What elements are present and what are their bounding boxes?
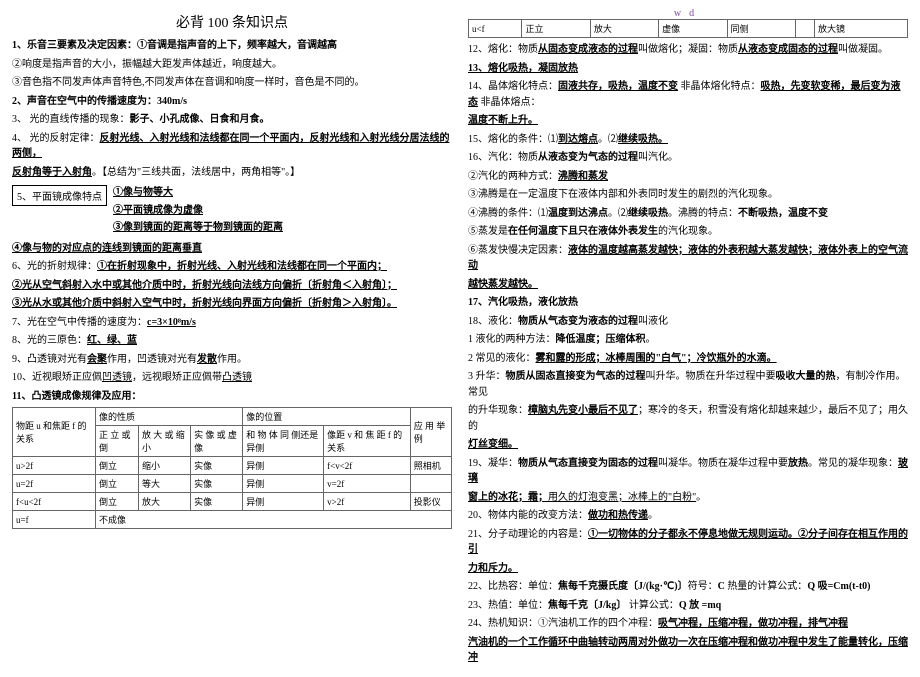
feature-block: 5、平面镜成像特点 ①像与物等大 ②平面镜成像为虚像 ③像到镜面的距离等于物到镜…	[12, 183, 452, 238]
watermark: wd	[468, 8, 908, 19]
feat: ④像与物的对应点的连线到镜面的距离垂直	[12, 243, 202, 254]
th: 应 用 举例	[410, 408, 451, 457]
feature-label: 5、平面镜成像特点	[12, 185, 107, 206]
lens-table-cont: u<f正立放大虚像同侧放大镜	[468, 19, 908, 38]
line: ②光从空气斜射入水中或其他介质中时，折射光线向法线方向偏折〔折射角＜入射角〕；	[12, 278, 452, 294]
line: 6、光的折射规律：①在折射现象中，折射光线、入射光线和法线都在同一个平面内；	[12, 259, 452, 275]
line: 20、物体内能的改变方法：做功和热传递。	[468, 508, 908, 524]
line: 越快蒸发越快。	[468, 277, 908, 293]
th: 像距 v 和 焦 距 f 的关系	[324, 426, 411, 457]
line: 汽油机的一个工作循环中曲轴转动两周对外做功一次在压缩冲程和做功冲程中发生了能量转…	[468, 635, 908, 666]
line: ②响度是指声音的大小，振幅越大距发声体越近，响度越大。	[12, 57, 452, 73]
line: 窗上的冰花；霜；用久的灯泡变黑；冰棒上的"白粉"。	[468, 490, 908, 506]
doc-title: 必背 100 条知识点	[12, 12, 452, 32]
line: ⑤蒸发是在任何温度下且只在液体外表发生的汽化现象。	[468, 224, 908, 240]
th: 实 像 或 虚 像	[191, 426, 243, 457]
line: ⑥蒸发快慢决定因素：液体的温度越高蒸发越快；液体的外表积越大蒸发越快；液体外表上…	[468, 243, 908, 274]
line: ③光从水或其他介质中斜射入空气中时，折射光线向界面方向偏折〔折射角＞入射角〕。	[12, 296, 452, 312]
feat: ②平面镜成像为虚像	[113, 205, 203, 216]
line: 9、凸透镜对光有会聚作用，凹透镜对光有发散作用。	[12, 352, 452, 368]
th: 像的位置	[243, 408, 411, 426]
line: ④沸腾的条件：⑴温度到达沸点。⑵继续吸热。沸腾的特点：不断吸热，温度不变	[468, 206, 908, 222]
line: 15、熔化的条件：⑴到达熔点。⑵继续吸热。	[468, 132, 908, 148]
th: 物距 u 和焦距 f 的关系	[13, 408, 96, 457]
right-column: wd u<f正立放大虚像同侧放大镜 12、熔化：物质从固态变成液态的过程叫做熔化…	[468, 8, 908, 669]
line: 2 常见的液化：雾和露的形成；冰棒周围的"白气"；冷饮瓶外的水滴。	[468, 351, 908, 367]
line: 12、熔化：物质从固态变成液态的过程叫做熔化；凝固：物质从液态变成固态的过程叫做…	[468, 42, 908, 58]
line: 1、乐音三要素及决定因素：①音调是指声音的上下，频率越大，音调越高	[12, 38, 452, 54]
line: 23、热值：单位：焦每千克〔J/kg〕 计算公式：Q 放 =mq	[468, 598, 908, 614]
line: 3、 光的直线传播的现象：影子、小孔成像、日食和月食。	[12, 112, 452, 128]
line: ②汽化的两种方式：沸腾和蒸发	[468, 169, 908, 185]
line: 10、近视眼矫正应佩凹透镜，远视眼矫正应佩带凸透镜	[12, 370, 452, 386]
line: 21、分子动理论的内容是：①一切物体的分子都永不停息地做无规则运动。②分子间存在…	[468, 527, 908, 558]
line: 24、热机知识：①汽油机工作的四个冲程：吸气冲程，压缩冲程，做功冲程，排气冲程	[468, 616, 908, 632]
th: 像的性质	[95, 408, 242, 426]
table-row: u=f不成像	[13, 511, 452, 529]
line: 反射角等于入射角。【总结为"三线共面，法线居中，两角相等"。】	[12, 165, 452, 181]
line: 11、凸透镜成像规律及应用：	[12, 389, 452, 405]
table-row: u>2f倒立缩小实像异侧f<v<2f照相机	[13, 457, 452, 475]
line: ③沸腾是在一定温度下在液体内部和外表同时发生的剧烈的汽化现象。	[468, 187, 908, 203]
line: ③音色指不同发声体声音特色,不同发声体在音调和响度一样时，音色是不同的。	[12, 75, 452, 91]
lens-table: 物距 u 和焦距 f 的关系 像的性质 像的位置 应 用 举例 正 立 或 倒 …	[12, 407, 452, 529]
line: 14、晶体熔化特点：固液共存，吸热，温度不变 非晶体熔化特点：吸热，先变软变稀，…	[468, 79, 908, 110]
table-row: u=2f倒立等大实像异侧v=2f	[13, 475, 452, 493]
line: 13、熔化吸热，凝固放热	[468, 61, 908, 77]
line: 7、光在空气中传播的速度为：c=3×10⁸m/s	[12, 315, 452, 331]
table-row: f<u<2f倒立放大实像异侧v>2f投影仪	[13, 493, 452, 511]
line: 灯丝变细。	[468, 437, 908, 453]
line: 的升华现象：樟脑丸先变小最后不见了；寒冷的冬天，积雪没有熔化却越来越少，最后不见…	[468, 403, 908, 434]
left-column: 必背 100 条知识点 1、乐音三要素及决定因素：①音调是指声音的上下，频率越大…	[12, 8, 452, 669]
table-row: u<f正立放大虚像同侧放大镜	[469, 20, 908, 38]
line: 2、声音在空气中的传播速度为：340m/s	[12, 94, 452, 110]
th: 正 立 或 倒	[95, 426, 138, 457]
feat: ③像到镜面的距离等于物到镜面的距离	[113, 222, 283, 233]
th: 和 物 体 同 侧还是异侧	[243, 426, 324, 457]
line: 4、 光的反射定律：反射光线、入射光线和法线都在同一个平面内，反射光线和入射光线…	[12, 131, 452, 162]
line: 3 升华：物质从固态直接变为气态的过程叫升华。物质在升华过程中要吸收大量的热，有…	[468, 369, 908, 400]
line: 16、汽化：物质从液态变为气态的过程叫汽化。	[468, 150, 908, 166]
line: 1 液化的两种方法：降低温度；压缩体积。	[468, 332, 908, 348]
line: 温度不断上升。	[468, 113, 908, 129]
line: 22、比热容：单位：焦每千克摄氏度〔J/(kg·℃)〕符号：C 热量的计算公式：…	[468, 579, 908, 595]
feat: ①像与物等大	[113, 187, 173, 198]
line: 力和斥力。	[468, 561, 908, 577]
line: 18、液化：物质从气态变为液态的过程叫液化	[468, 314, 908, 330]
line: 19、凝华：物质从气态直接变为固态的过程叫凝华。物质在凝华过程中要放热。常见的凝…	[468, 456, 908, 487]
th: 放 大 或 缩 小	[139, 426, 191, 457]
line: 8、光的三原色：红、绿、蓝	[12, 333, 452, 349]
line: 17、汽化吸热，液化放热	[468, 295, 908, 311]
